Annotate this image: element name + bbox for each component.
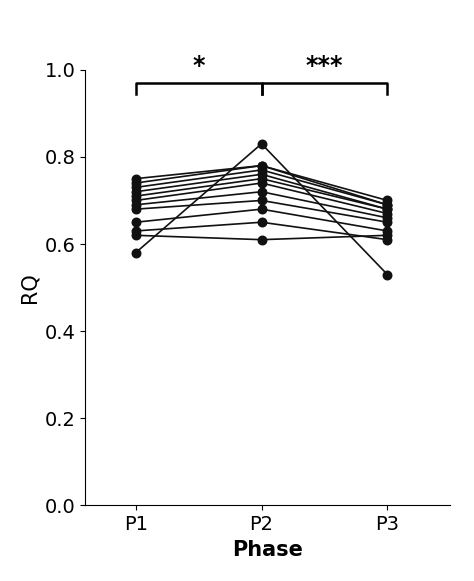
- Point: [132, 248, 139, 257]
- Point: [258, 161, 265, 170]
- Point: [132, 196, 139, 205]
- Point: [383, 196, 391, 205]
- Point: [132, 187, 139, 196]
- Point: [132, 200, 139, 210]
- Point: [258, 196, 265, 205]
- Point: [383, 217, 391, 227]
- Point: [383, 270, 391, 279]
- Point: [258, 170, 265, 179]
- Point: [383, 226, 391, 236]
- Point: [132, 217, 139, 227]
- Text: *: *: [192, 53, 205, 77]
- Point: [383, 235, 391, 244]
- Point: [383, 205, 391, 214]
- Point: [383, 231, 391, 240]
- Point: [132, 205, 139, 214]
- Point: [383, 205, 391, 214]
- Point: [383, 200, 391, 210]
- Text: ***: ***: [306, 53, 343, 77]
- Point: [132, 178, 139, 188]
- Point: [132, 231, 139, 240]
- Point: [258, 217, 265, 227]
- Point: [258, 235, 265, 244]
- Point: [258, 187, 265, 196]
- Point: [383, 209, 391, 218]
- Point: [132, 191, 139, 200]
- Y-axis label: RQ: RQ: [19, 272, 39, 303]
- Point: [258, 139, 265, 149]
- Point: [132, 226, 139, 236]
- Point: [383, 200, 391, 210]
- Point: [258, 174, 265, 184]
- Point: [383, 213, 391, 223]
- Point: [258, 161, 265, 170]
- Point: [132, 183, 139, 192]
- Point: [258, 165, 265, 174]
- X-axis label: Phase: Phase: [232, 540, 303, 560]
- Point: [258, 205, 265, 214]
- Point: [258, 178, 265, 188]
- Point: [132, 174, 139, 184]
